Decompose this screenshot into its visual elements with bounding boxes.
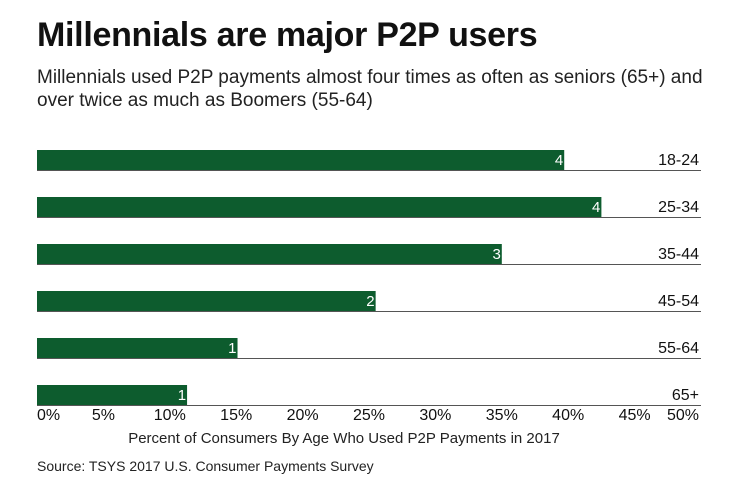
- bar: [37, 197, 602, 217]
- source-note: Source: TSYS 2017 U.S. Consumer Payments…: [37, 458, 374, 474]
- bar: [37, 244, 502, 264]
- bar: [37, 150, 565, 170]
- chart-title: Millennials are major P2P users: [37, 16, 538, 54]
- x-tick-label: 15%: [220, 407, 252, 424]
- data-label: 3: [492, 246, 500, 263]
- category-label: 65+: [672, 387, 699, 404]
- x-tick-label: 50%: [667, 407, 699, 424]
- category-label: 35-44: [658, 246, 699, 263]
- category-label: 55-64: [658, 340, 699, 357]
- x-tick-label: 0%: [37, 407, 60, 424]
- x-tick-label: 10%: [154, 407, 186, 424]
- x-tick-label: 45%: [619, 407, 651, 424]
- data-label: 1: [228, 340, 236, 357]
- category-label: 25-34: [658, 199, 699, 216]
- data-label: 4: [555, 152, 563, 169]
- category-label: 18-24: [658, 152, 699, 169]
- bar: [37, 291, 376, 311]
- x-tick-label: 35%: [486, 407, 518, 424]
- category-label: 45-54: [658, 293, 699, 310]
- x-tick-label: 20%: [287, 407, 319, 424]
- chart-subtitle: Millennials used P2P payments almost fou…: [37, 67, 703, 111]
- data-label: 4: [592, 199, 600, 216]
- x-tick-label: 25%: [353, 407, 385, 424]
- x-tick-label: 30%: [419, 407, 451, 424]
- bar: [37, 385, 188, 405]
- x-axis-title: Percent of Consumers By Age Who Used P2P…: [128, 430, 560, 447]
- data-label: 1: [178, 387, 186, 404]
- bar: [37, 338, 238, 358]
- data-label: 2: [366, 293, 374, 310]
- x-tick-label: 5%: [92, 407, 115, 424]
- x-tick-label: 40%: [552, 407, 584, 424]
